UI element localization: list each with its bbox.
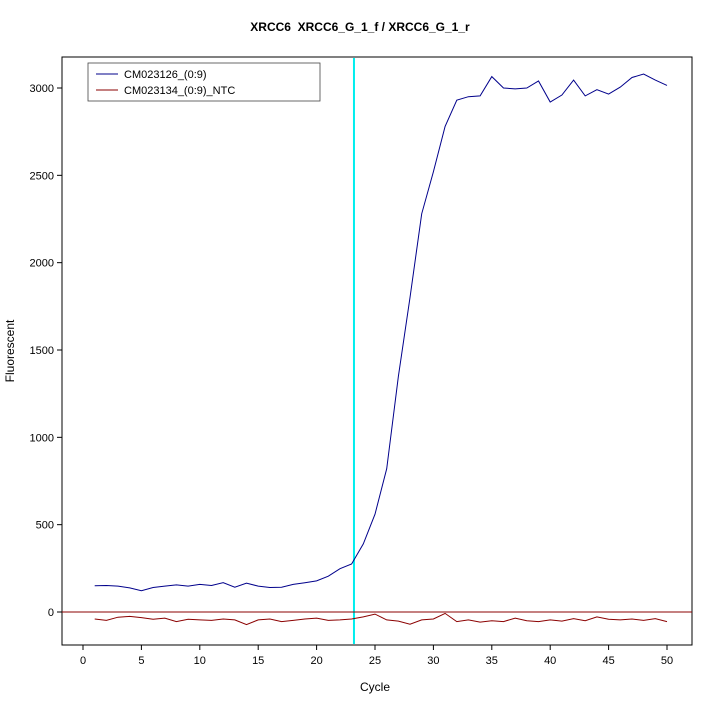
x-tick-label: 50: [661, 655, 673, 667]
x-tick-label: 40: [544, 655, 556, 667]
y-tick-label: 3000: [30, 83, 54, 95]
series-line-ntc: [94, 612, 668, 626]
y-tick-label: 1500: [30, 345, 54, 357]
y-tick-label: 2500: [30, 170, 54, 182]
y-tick-label: 2000: [30, 258, 54, 270]
plot-border: [61, 56, 693, 646]
x-axis-label: Cycle: [360, 680, 390, 694]
chart-title: XRCC6 XRCC6_G_1_f / XRCC6_G_1_r: [250, 20, 470, 34]
legend: CM023126_(0:9) CM023134_(0:9)_NTC: [87, 62, 321, 102]
x-tick-label: 0: [80, 655, 86, 667]
plot-area: 0 5 10 15 20 25 30 35 40 45 5005001000150020002500…: [30, 56, 693, 667]
x-tick-label: 25: [369, 655, 381, 667]
x-tick-label: 10: [194, 655, 206, 667]
series-line-sample: [94, 73, 668, 592]
legend-box: [87, 62, 321, 102]
x-tick-label: 35: [486, 655, 498, 667]
y-tick-label: 500: [36, 520, 54, 532]
x-tick-label: 45: [602, 655, 614, 667]
y-tick-label: 1000: [30, 432, 54, 444]
x-tick-label: 5: [138, 655, 144, 667]
legend-label-ntc: CM023134_(0:9)_NTC: [124, 85, 235, 97]
legend-label-sample: CM023126_(0:9): [124, 69, 207, 81]
x-tick-label: 30: [427, 655, 439, 667]
y-axis-label: Fluorescent: [3, 319, 17, 382]
x-tick-label: 15: [252, 655, 264, 667]
y-tick-label: 0: [48, 607, 54, 619]
x-tick-label: 20: [310, 655, 322, 667]
